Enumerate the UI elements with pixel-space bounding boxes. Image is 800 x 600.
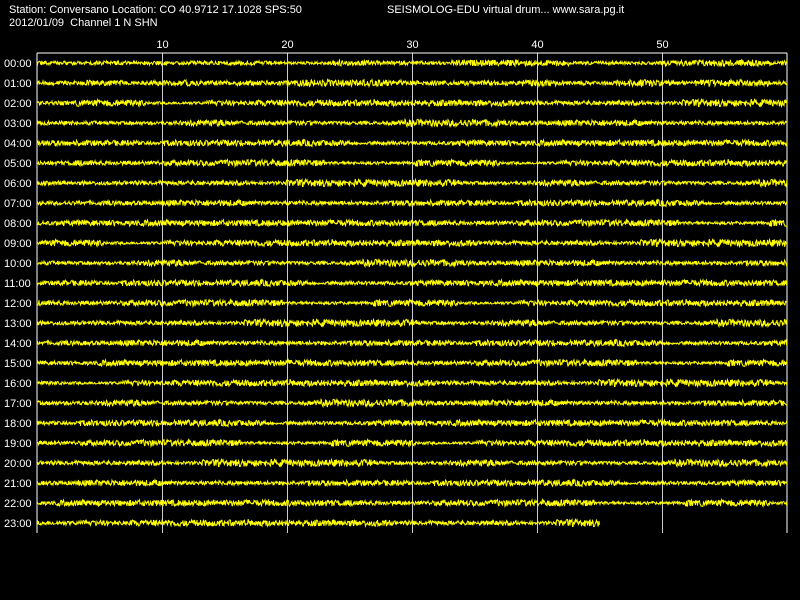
hour-row-label: 14:00 <box>4 338 32 350</box>
hour-trace-1100 <box>36 278 788 288</box>
hour-trace-1900 <box>36 437 788 448</box>
x-tick-label: 50 <box>656 39 668 51</box>
hour-trace-0300 <box>36 117 788 129</box>
hour-row-label: 13:00 <box>4 318 32 330</box>
hour-row-label: 12:00 <box>4 298 32 310</box>
hour-row-label: 10:00 <box>4 258 32 270</box>
hour-trace-0400 <box>36 138 788 148</box>
hour-trace-2200 <box>36 497 788 508</box>
hour-trace-1300 <box>36 317 788 329</box>
hour-trace-1400 <box>36 338 788 348</box>
hour-trace-0500 <box>36 157 788 168</box>
hour-trace-1800 <box>36 418 788 428</box>
hour-row-label: 17:00 <box>4 398 32 410</box>
hour-trace-1600 <box>36 377 788 389</box>
hour-row-label: 00:00 <box>4 58 32 70</box>
hour-trace-0200 <box>36 97 788 109</box>
hour-row-label: 16:00 <box>4 378 32 390</box>
x-tick-label: 40 <box>531 39 543 51</box>
hour-row-label: 06:00 <box>4 178 32 190</box>
hour-row-label: 04:00 <box>4 138 32 150</box>
hour-row-label: 19:00 <box>4 438 32 450</box>
hour-row-label: 01:00 <box>4 78 32 90</box>
hour-row-label: 20:00 <box>4 458 32 470</box>
trace-layer <box>36 58 788 528</box>
hour-trace-0700 <box>36 198 788 208</box>
hour-trace-1700 <box>36 397 788 409</box>
hour-row-label: 21:00 <box>4 478 32 490</box>
date-channel-info: 2012/01/09 Channel 1 N SHN <box>9 17 158 29</box>
hour-trace-1000 <box>36 257 788 269</box>
hour-trace-1500 <box>36 357 788 368</box>
x-tick-label: 20 <box>281 39 293 51</box>
hour-trace-2300 <box>36 517 600 528</box>
hour-trace-2100 <box>36 478 788 488</box>
hour-row-label: 22:00 <box>4 498 32 510</box>
hour-row-label: 11:00 <box>4 278 31 290</box>
x-tick-label: 30 <box>406 39 418 51</box>
hour-row-label: 08:00 <box>4 218 32 230</box>
product-info: SEISMOLOG-EDU virtual drum... www.sara.p… <box>387 4 625 16</box>
hour-row-label: 02:00 <box>4 98 32 110</box>
hour-trace-1200 <box>36 297 788 308</box>
x-tick-labels: 10 20 30 40 50 <box>156 39 668 51</box>
hour-trace-0600 <box>36 177 788 189</box>
hour-row-label: 07:00 <box>4 198 32 210</box>
grid-layer <box>36 52 788 533</box>
hour-row-label: 05:00 <box>4 158 32 170</box>
hour-trace-0000 <box>36 58 788 68</box>
x-tick-label: 10 <box>156 39 168 51</box>
hour-row-label: 09:00 <box>4 238 32 250</box>
hour-row-label: 18:00 <box>4 418 32 430</box>
hour-trace-2000 <box>36 457 788 469</box>
hour-row-label: 23:00 <box>4 518 32 530</box>
station-info: Station: Conversano Location: CO 40.9712… <box>9 4 302 16</box>
hour-row-labels: 00:00 01:00 02:00 03:00 04:00 05:00 06:00 07:00… <box>4 58 32 530</box>
hour-trace-0900 <box>36 237 788 249</box>
hour-trace-0800 <box>36 218 788 228</box>
hour-row-label: 15:00 <box>4 358 32 370</box>
hour-row-label: 03:00 <box>4 118 32 130</box>
hour-trace-0100 <box>36 77 788 88</box>
